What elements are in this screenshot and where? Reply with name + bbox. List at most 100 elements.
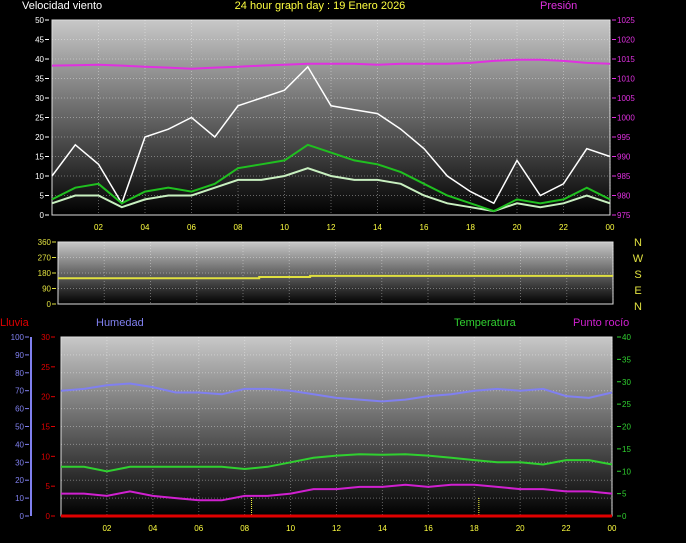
x-tick-label: 10 <box>280 223 289 232</box>
x-tick-label: 04 <box>148 524 157 533</box>
temperature-y-tick: 10 <box>622 467 631 476</box>
series-direction <box>58 274 613 280</box>
humidity-y-tick: 50 <box>15 423 24 432</box>
x-tick-label: 02 <box>102 524 111 533</box>
temperature-y-tick: 15 <box>622 445 631 454</box>
compass-label: W <box>633 253 644 265</box>
humidity-y-tick: 70 <box>15 387 24 396</box>
temperature-y-tick: 0 <box>622 512 627 521</box>
dewpoint-label: Punto rocío <box>573 317 629 329</box>
plot-area <box>60 336 613 517</box>
compass-label: S <box>634 269 641 281</box>
x-tick-label: 16 <box>420 223 429 232</box>
pressure-y-tick: 980 <box>617 192 631 201</box>
rain-y-tick: 5 <box>46 482 51 491</box>
direction-y-tick: 270 <box>38 254 52 263</box>
x-tick-label: 10 <box>286 524 295 533</box>
humidity-y-tick: 0 <box>20 512 25 521</box>
rain-y-tick: 20 <box>41 393 50 402</box>
humidity-y-tick: 30 <box>15 458 24 467</box>
wind-y-tick: 10 <box>35 172 44 181</box>
temperature-y-tick: 40 <box>622 333 631 342</box>
compass-label: N <box>634 237 642 249</box>
x-tick-label: 18 <box>470 524 479 533</box>
humidity-y-tick: 60 <box>15 405 24 414</box>
pressure-label: Presión <box>540 0 577 12</box>
wind-y-tick: 25 <box>35 114 44 123</box>
temperature-y-tick: 25 <box>622 400 631 409</box>
humidity-y-tick: 20 <box>15 476 24 485</box>
x-tick-label: 22 <box>562 524 571 533</box>
wind-y-tick: 50 <box>35 16 44 25</box>
wind-y-tick: 20 <box>35 133 44 142</box>
plot-area <box>51 19 611 216</box>
pressure-y-tick: 1025 <box>617 16 635 25</box>
pressure-y-tick: 1000 <box>617 114 635 123</box>
x-tick-label: 14 <box>378 524 387 533</box>
x-tick-label: 00 <box>608 524 617 533</box>
wind-y-tick: 40 <box>35 55 44 64</box>
chart-title: 24 hour graph day : 19 Enero 2026 <box>235 0 406 12</box>
humidity-y-tick: 90 <box>15 351 24 360</box>
wind-y-tick: 30 <box>35 94 44 103</box>
x-tick-label: 08 <box>240 524 249 533</box>
pressure-y-tick: 1015 <box>617 55 635 64</box>
compass-label: E <box>634 285 641 297</box>
temperature-y-tick: 30 <box>622 378 631 387</box>
series-gust <box>51 65 611 206</box>
x-tick-label: 02 <box>94 223 103 232</box>
rain-y-tick: 15 <box>41 423 50 432</box>
x-tick-label: 14 <box>373 223 382 232</box>
direction-y-tick: 0 <box>47 300 52 309</box>
x-tick-label: 22 <box>559 223 568 232</box>
humidity-y-tick: 80 <box>15 369 24 378</box>
rain-y-tick: 30 <box>41 333 50 342</box>
compass-label: N <box>634 301 642 313</box>
temperature-y-tick: 5 <box>622 490 627 499</box>
pressure-y-tick: 990 <box>617 153 631 162</box>
wind-y-tick: 45 <box>35 36 44 45</box>
direction-y-tick: 360 <box>38 238 52 247</box>
series-pressure <box>51 58 611 70</box>
rain-y-tick: 25 <box>41 363 50 372</box>
x-tick-label: 06 <box>187 223 196 232</box>
x-tick-label: 16 <box>424 524 433 533</box>
direction-y-tick: 90 <box>42 285 51 294</box>
temperature-y-tick: 35 <box>622 355 631 364</box>
series-avg <box>51 143 611 213</box>
rain-label: Lluvia <box>0 317 30 329</box>
pressure-y-tick: 1010 <box>617 75 635 84</box>
pressure-y-tick: 1005 <box>617 94 635 103</box>
x-tick-label: 12 <box>332 524 341 533</box>
wind-y-tick: 0 <box>40 211 45 220</box>
x-tick-label: 00 <box>606 223 615 232</box>
rain-y-tick: 10 <box>41 452 50 461</box>
x-tick-label: 06 <box>194 524 203 533</box>
pressure-y-tick: 985 <box>617 172 631 181</box>
wind-y-tick: 5 <box>40 192 45 201</box>
temperature-label: Temperatura <box>454 317 517 329</box>
plot-area <box>57 241 614 305</box>
x-tick-label: 08 <box>234 223 243 232</box>
wind-y-tick: 15 <box>35 153 44 162</box>
series-dewpoint <box>61 483 613 502</box>
x-tick-label: 20 <box>513 223 522 232</box>
x-tick-label: 04 <box>141 223 150 232</box>
wind-y-tick: 35 <box>35 75 44 84</box>
humidity-y-tick: 100 <box>11 333 25 342</box>
pressure-y-tick: 995 <box>617 133 631 142</box>
humidity-label: Humedad <box>96 317 144 329</box>
humidity-y-tick: 40 <box>15 440 24 449</box>
pressure-y-tick: 975 <box>617 211 631 220</box>
series-humidity <box>60 382 613 403</box>
rain-y-tick: 0 <box>46 512 51 521</box>
x-tick-label: 20 <box>516 524 525 533</box>
series-temperature <box>61 453 613 473</box>
humidity-y-tick: 10 <box>15 494 24 503</box>
wind-speed-label: Velocidad viento <box>22 0 102 12</box>
x-tick-label: 12 <box>327 223 336 232</box>
pressure-y-tick: 1020 <box>617 36 635 45</box>
series-speed <box>51 167 611 213</box>
x-tick-label: 18 <box>466 223 475 232</box>
